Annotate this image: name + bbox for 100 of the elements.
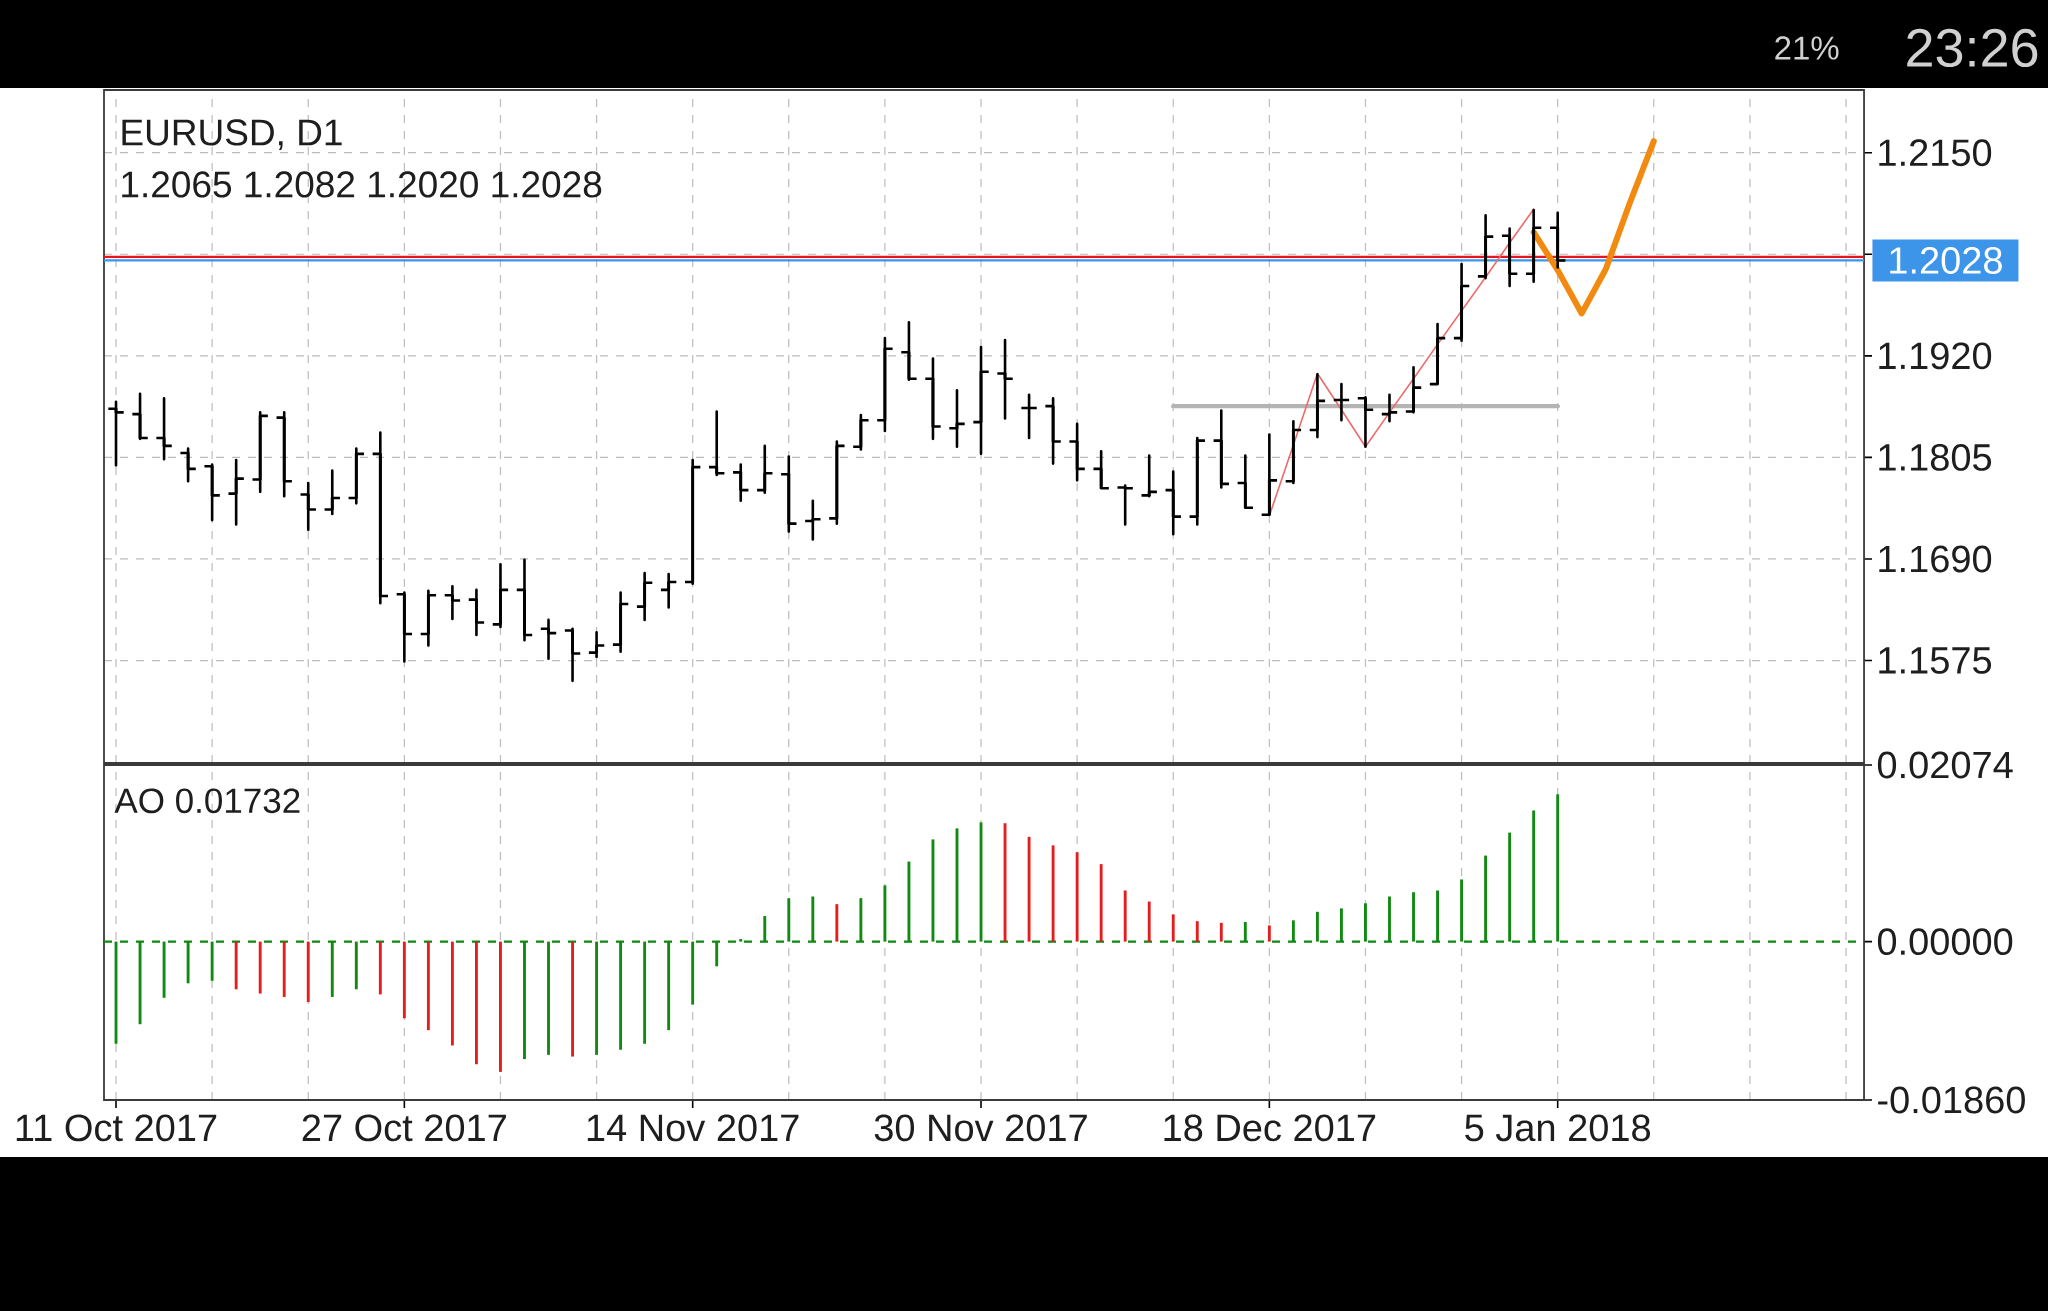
- candlestick: [635, 571, 654, 622]
- bar: [162, 941, 166, 998]
- candlestick: [491, 562, 510, 629]
- candlestick: [875, 336, 894, 433]
- bar: [547, 941, 550, 1055]
- x-tick-label: 27 Oct 2017: [302, 1114, 506, 1142]
- candlestick: [1548, 211, 1567, 269]
- x-tick-label: 11 Oct 2017: [16, 1114, 217, 1142]
- bar: [787, 898, 791, 942]
- candlestick: [1380, 393, 1399, 423]
- bar: [1195, 921, 1199, 942]
- bar: [1219, 922, 1223, 942]
- candlestick: [779, 455, 798, 533]
- x-tick-label: 14 Nov 2017: [587, 1114, 799, 1142]
- bar: [306, 941, 310, 1003]
- bar: [643, 941, 647, 1044]
- bar: [354, 941, 358, 990]
- candlestick: [563, 627, 582, 683]
- candlestick: [827, 440, 846, 525]
- bar: [426, 941, 430, 1031]
- candlestick: [1020, 393, 1039, 440]
- bar: [402, 941, 406, 1019]
- y-tick-label: -0.01860: [1878, 1086, 2025, 1114]
- bar: [571, 941, 574, 1057]
- bar: [835, 904, 839, 942]
- text: 23:26: [1907, 28, 2038, 68]
- candlestick: [323, 469, 342, 516]
- candlestick: [299, 481, 318, 532]
- candlestick: [131, 392, 150, 441]
- x-tick-label: 30 Nov 2017: [874, 1114, 1087, 1142]
- bar: [883, 885, 887, 942]
- candlestick: [1284, 419, 1303, 485]
- candlestick: [1188, 436, 1207, 526]
- candlestick: [1404, 366, 1423, 414]
- candlestick: [419, 589, 438, 647]
- candlestick: [203, 463, 222, 522]
- bar: [739, 939, 743, 942]
- ref-line-label: 1.2028: [1890, 246, 2002, 274]
- bar: [282, 941, 286, 997]
- candlestick: [1044, 396, 1063, 465]
- candlestick: [1068, 422, 1087, 482]
- candlestick: [1308, 373, 1327, 439]
- candlestick: [275, 411, 294, 498]
- candlestick: [1356, 396, 1375, 449]
- candlestick: [251, 411, 270, 494]
- bar: [378, 941, 382, 995]
- candlestick: [539, 618, 558, 661]
- candlestick: [227, 458, 246, 526]
- y-tick-label: 1.1805: [1879, 443, 1992, 471]
- bar: [595, 941, 599, 1055]
- bar: [258, 941, 262, 994]
- bar: [450, 941, 454, 1046]
- bar: [691, 941, 695, 1005]
- candlestick: [1140, 454, 1159, 498]
- candlestick: [1428, 322, 1447, 386]
- candlestick: [707, 410, 726, 477]
- y-tick-label: 1.2150: [1879, 139, 1992, 167]
- candlestick: [1476, 214, 1495, 280]
- bar: [1051, 845, 1055, 942]
- bar: [1171, 914, 1175, 942]
- bar: [1099, 864, 1103, 942]
- text: 21%: [1775, 36, 1839, 60]
- candlestick: [683, 458, 702, 586]
- text: 1.2065 1.2082 1.2020 1.2028: [122, 171, 602, 198]
- candlestick: [972, 345, 991, 456]
- y-tick-label: 0.02074: [1877, 751, 2013, 779]
- candlestick: [1500, 227, 1519, 288]
- candlestick: [899, 320, 918, 381]
- candlestick: [755, 444, 774, 495]
- candlestick: [803, 499, 822, 541]
- candlestick: [1116, 484, 1135, 526]
- bar: [210, 941, 214, 981]
- text: AO 0.01732: [114, 788, 300, 814]
- bar: [1075, 852, 1079, 942]
- candlestick: [1236, 454, 1255, 510]
- candlestick: [948, 388, 966, 449]
- y-tick-label: 1.1690: [1879, 545, 1992, 573]
- candlestick: [1092, 449, 1111, 490]
- candlestick: [443, 585, 462, 621]
- x-tick-label: 5 Jan 2018: [1465, 1114, 1650, 1142]
- y-tick-label: 0.00000: [1877, 928, 2013, 956]
- bar: [499, 941, 502, 1072]
- candlestick: [1524, 208, 1543, 283]
- candlestick: [1212, 409, 1231, 489]
- bar: [474, 941, 478, 1065]
- candlestick: [347, 447, 366, 505]
- candlestick: [587, 630, 606, 659]
- candlestick: [179, 447, 198, 483]
- candlestick: [611, 591, 630, 654]
- candlestick: [996, 338, 1015, 420]
- x-tick-label: 18 Dec 2017: [1164, 1114, 1376, 1142]
- candlestick: [1260, 433, 1279, 517]
- bar: [1267, 925, 1271, 942]
- bar: [234, 941, 238, 990]
- candlestick: [155, 396, 174, 461]
- candlestick: [1164, 470, 1183, 536]
- bar: [1027, 836, 1031, 942]
- candlestick: [467, 588, 486, 637]
- candlestick: [731, 463, 750, 502]
- candlestick: [515, 558, 534, 642]
